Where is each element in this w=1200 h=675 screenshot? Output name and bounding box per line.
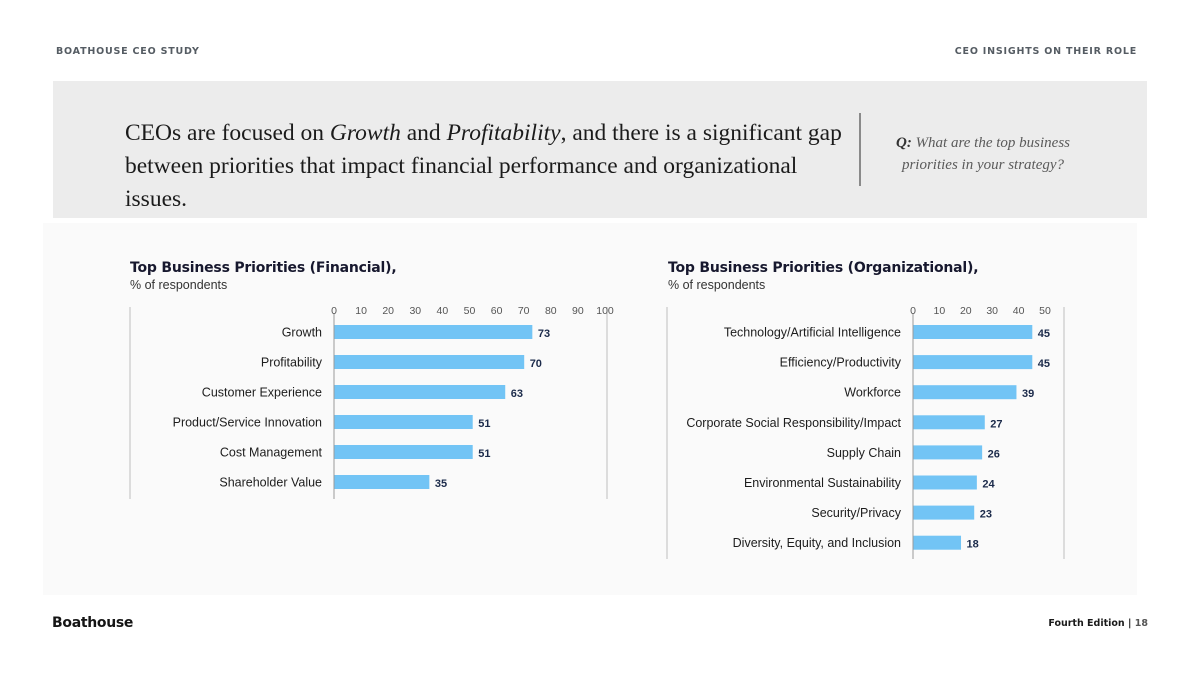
data-label: 45 bbox=[1038, 328, 1050, 340]
category-label: Growth bbox=[282, 326, 322, 340]
data-label: 63 bbox=[511, 388, 523, 400]
x-tick-label: 90 bbox=[572, 305, 584, 317]
x-tick-label: 50 bbox=[464, 305, 476, 317]
x-tick-label: 40 bbox=[437, 305, 449, 317]
x-tick-label: 0 bbox=[331, 305, 337, 317]
study-label: BOATHOUSE CEO STUDY bbox=[56, 46, 200, 57]
bar bbox=[334, 355, 525, 369]
category-label: Profitability bbox=[261, 356, 323, 370]
bar bbox=[913, 475, 977, 490]
data-label: 51 bbox=[478, 418, 490, 430]
category-label: Product/Service Innovation bbox=[173, 416, 322, 430]
category-label: Efficiency/Productivity bbox=[780, 356, 902, 370]
page-number: 18 bbox=[1134, 618, 1148, 629]
data-label: 27 bbox=[990, 418, 1002, 430]
financial-chart-subtitle: % of respondents bbox=[130, 278, 228, 292]
x-tick-label: 10 bbox=[355, 305, 367, 317]
section-label: CEO INSIGHTS ON THEIR ROLE bbox=[954, 46, 1137, 57]
bar bbox=[913, 385, 1017, 400]
x-tick-label: 0 bbox=[910, 305, 916, 317]
category-label: Supply Chain bbox=[827, 446, 901, 460]
x-tick-label: 60 bbox=[491, 305, 503, 317]
category-label: Corporate Social Responsibility/Impact bbox=[686, 416, 901, 430]
bar bbox=[334, 325, 533, 339]
bar bbox=[334, 415, 473, 429]
data-label: 26 bbox=[988, 448, 1000, 460]
bar bbox=[913, 415, 985, 430]
x-tick-label: 40 bbox=[1013, 305, 1025, 317]
category-label: Environmental Sustainability bbox=[744, 476, 902, 490]
x-tick-label: 70 bbox=[518, 305, 530, 317]
data-label: 70 bbox=[530, 358, 542, 370]
x-tick-label: 30 bbox=[986, 305, 998, 317]
data-label: 24 bbox=[982, 479, 995, 491]
financial-chart-title: Top Business Priorities (Financial), bbox=[130, 260, 397, 276]
brand-logo: Boathouse bbox=[52, 615, 134, 631]
category-label: Technology/Artificial Intelligence bbox=[724, 326, 901, 340]
x-tick-label: 20 bbox=[382, 305, 394, 317]
x-tick-label: 50 bbox=[1039, 305, 1051, 317]
organizational-chart-subtitle: % of respondents bbox=[668, 278, 766, 292]
category-label: Customer Experience bbox=[202, 386, 322, 400]
category-label: Cost Management bbox=[220, 446, 323, 460]
category-label: Security/Privacy bbox=[811, 506, 901, 520]
x-tick-label: 30 bbox=[409, 305, 421, 317]
bar bbox=[334, 445, 473, 459]
bar bbox=[913, 355, 1033, 370]
bar bbox=[913, 325, 1033, 339]
x-tick-label: 20 bbox=[960, 305, 972, 317]
survey-question: Q: What are the top business priorities … bbox=[895, 135, 1070, 173]
category-label: Diversity, Equity, and Inclusion bbox=[733, 536, 901, 550]
data-label: 23 bbox=[980, 509, 992, 521]
headline-banner: CEOs are focused on Growth and Profitabi… bbox=[53, 81, 1147, 218]
bar bbox=[334, 385, 506, 399]
headline: CEOs are focused on Growth and Profitabi… bbox=[125, 120, 842, 212]
data-label: 45 bbox=[1038, 358, 1050, 370]
category-label: Workforce bbox=[844, 386, 901, 400]
bar bbox=[913, 505, 975, 520]
x-tick-label: 100 bbox=[596, 305, 614, 317]
banner-divider bbox=[859, 113, 861, 186]
organizational-chart-title: Top Business Priorities (Organizational)… bbox=[668, 260, 979, 276]
data-label: 18 bbox=[967, 539, 979, 551]
data-label: 35 bbox=[435, 478, 447, 490]
chart-panel bbox=[43, 223, 1137, 595]
data-label: 39 bbox=[1022, 388, 1034, 400]
category-label: Shareholder Value bbox=[219, 476, 322, 490]
bar bbox=[913, 535, 962, 550]
footer-edition: Fourth Edition | 18 bbox=[1048, 618, 1148, 629]
x-tick-label: 80 bbox=[545, 305, 557, 317]
x-tick-label: 10 bbox=[934, 305, 946, 317]
data-label: 73 bbox=[538, 328, 550, 340]
bar bbox=[913, 445, 983, 460]
bar bbox=[334, 475, 430, 489]
data-label: 51 bbox=[478, 448, 490, 460]
